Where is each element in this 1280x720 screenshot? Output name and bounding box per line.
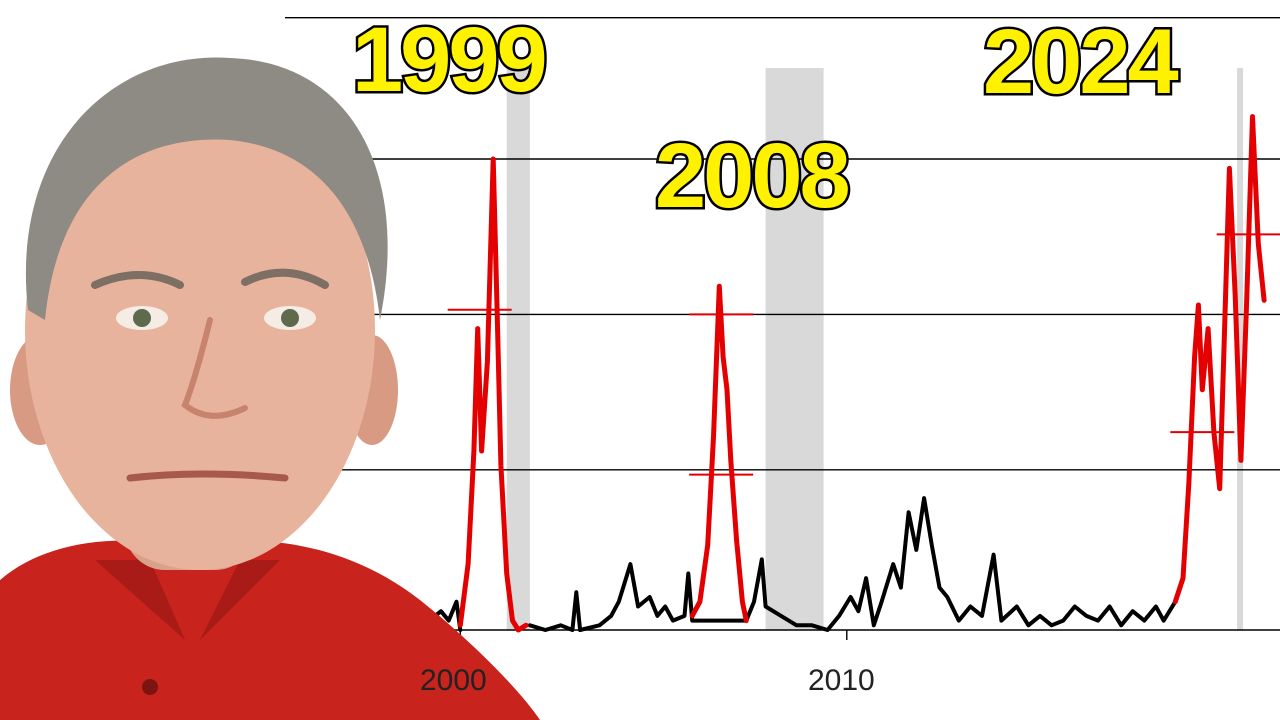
recession-band-1 <box>765 68 824 630</box>
recession-bands <box>506 68 1244 630</box>
hair <box>25 57 388 320</box>
x-tick-label-2000: 2000 <box>420 664 487 697</box>
nose <box>181 317 248 419</box>
highlight-series-2 <box>1172 114 1267 605</box>
iris-left <box>133 309 151 327</box>
collar-right <box>200 560 280 640</box>
annotation-1999: 1999 <box>350 9 551 111</box>
brow-right <box>241 268 329 289</box>
shirt-button <box>142 679 158 695</box>
mouth <box>126 470 289 482</box>
annotation-2024: 2024 <box>981 11 1182 113</box>
brow-left <box>91 271 184 289</box>
peak-markers <box>447 233 1280 476</box>
recession-band-0 <box>506 68 530 630</box>
baseline-series-1 <box>527 496 1178 632</box>
recession-band-2 <box>1237 68 1244 630</box>
iris-right <box>281 309 299 327</box>
highlight-series-0 <box>457 156 529 633</box>
highlight-series-1 <box>689 283 749 624</box>
presenter-portrait <box>0 57 540 720</box>
collar-left <box>95 560 185 640</box>
x-tick-label-2010: 2010 <box>808 664 875 697</box>
face <box>25 90 375 570</box>
annotation-2008: 2008 <box>653 125 854 227</box>
